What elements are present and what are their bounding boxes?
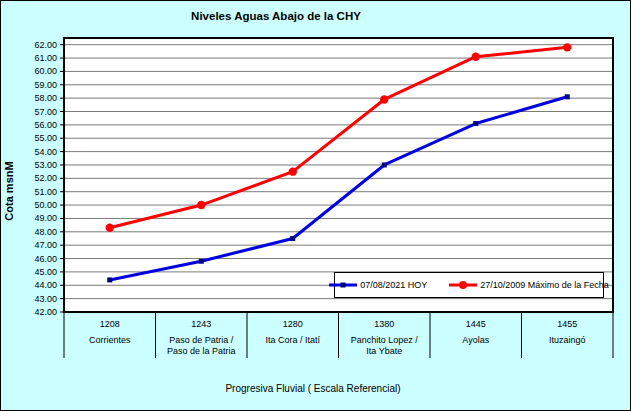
category-progresiva: 1243 xyxy=(156,319,248,330)
y-tick-label: 42.00 xyxy=(34,307,57,317)
category-label-2: 1280 Ita Cora / Itatí xyxy=(247,319,339,346)
square-marker-icon xyxy=(329,280,357,290)
y-tick-label: 44.00 xyxy=(34,280,57,290)
category-name: Ituzaingó xyxy=(522,335,614,346)
category-progresiva: 1208 xyxy=(64,319,156,330)
category-progresiva: 1445 xyxy=(430,319,522,330)
data-point-0-1 xyxy=(199,259,204,264)
legend-label-1: 27/10/2009 Máximo de la Fecha xyxy=(480,280,609,290)
y-tick-label: 62.00 xyxy=(34,40,57,50)
y-tick-label: 43.00 xyxy=(34,294,57,304)
y-tick-label: 54.00 xyxy=(34,147,57,157)
y-tick-label: 55.00 xyxy=(34,133,57,143)
legend[interactable]: 07/08/2021 HOY27/10/2009 Máximo de la Fe… xyxy=(334,272,604,298)
category-label-4: 1445 Ayolas xyxy=(430,319,522,346)
y-tick-label: 49.00 xyxy=(34,213,57,223)
category-label-0: 1208 Corrientes xyxy=(64,319,156,346)
y-tick-label: 52.00 xyxy=(34,173,57,183)
x-axis-title: Progresiva Fluvial ( Escala Referencial) xyxy=(63,383,563,394)
data-point-1-1 xyxy=(197,201,205,209)
category-name: Ayolas xyxy=(430,335,522,346)
category-progresiva: 1380 xyxy=(339,319,431,330)
legend-label-0: 07/08/2021 HOY xyxy=(360,280,427,290)
plot-frame xyxy=(64,38,613,312)
data-point-0-3 xyxy=(382,162,387,167)
category-progresiva: 1455 xyxy=(522,319,614,330)
y-tick-label: 59.00 xyxy=(34,80,57,90)
y-tick-label: 47.00 xyxy=(34,240,57,250)
data-point-1-4 xyxy=(472,53,480,61)
data-point-0-4 xyxy=(473,121,478,126)
data-point-1-0 xyxy=(106,224,114,232)
y-tick-label: 45.00 xyxy=(34,267,57,277)
data-point-0-5 xyxy=(565,94,570,99)
category-label-3: 1380Panchito Lopez /Ita Ybate xyxy=(339,319,431,357)
y-tick-label: 61.00 xyxy=(34,53,57,63)
y-tick-label: 53.00 xyxy=(34,160,57,170)
data-point-0-2 xyxy=(290,236,295,241)
category-name: Panchito Lopez / xyxy=(339,335,431,346)
data-point-1-5 xyxy=(563,43,571,51)
data-point-0-0 xyxy=(107,277,112,282)
chart-canvas: Niveles Aguas Abajo de la CHY Cota msnM … xyxy=(0,0,631,411)
category-name: Paso de Patria / xyxy=(156,335,248,346)
y-tick-label: 57.00 xyxy=(34,107,57,117)
category-name: Ita Cora / Itatí xyxy=(247,335,339,346)
y-tick-label: 51.00 xyxy=(34,187,57,197)
category-progresiva: 1280 xyxy=(247,319,339,330)
y-tick-label: 56.00 xyxy=(34,120,57,130)
data-point-1-2 xyxy=(289,167,297,175)
y-tick-label: 48.00 xyxy=(34,227,57,237)
y-tick-label: 46.00 xyxy=(34,254,57,264)
y-tick-label: 60.00 xyxy=(34,66,57,76)
y-tick-label: 58.00 xyxy=(34,93,57,103)
category-label-1: 1243Paso de Patria /Paso de la Patria xyxy=(156,319,248,357)
category-name: Corrientes xyxy=(64,335,156,346)
y-tick-label: 50.00 xyxy=(34,200,57,210)
data-point-1-3 xyxy=(380,95,388,103)
legend-entry-0[interactable]: 07/08/2021 HOY xyxy=(329,280,427,290)
legend-entry-1[interactable]: 27/10/2009 Máximo de la Fecha xyxy=(449,280,609,290)
circle-marker-icon xyxy=(449,280,477,290)
plot-area: 42.00 43.00 44.00 45.00 46.00 47.00 48.00 49.00… xyxy=(1,1,630,410)
category-label-5: 1455 Ituzaingó xyxy=(522,319,614,346)
